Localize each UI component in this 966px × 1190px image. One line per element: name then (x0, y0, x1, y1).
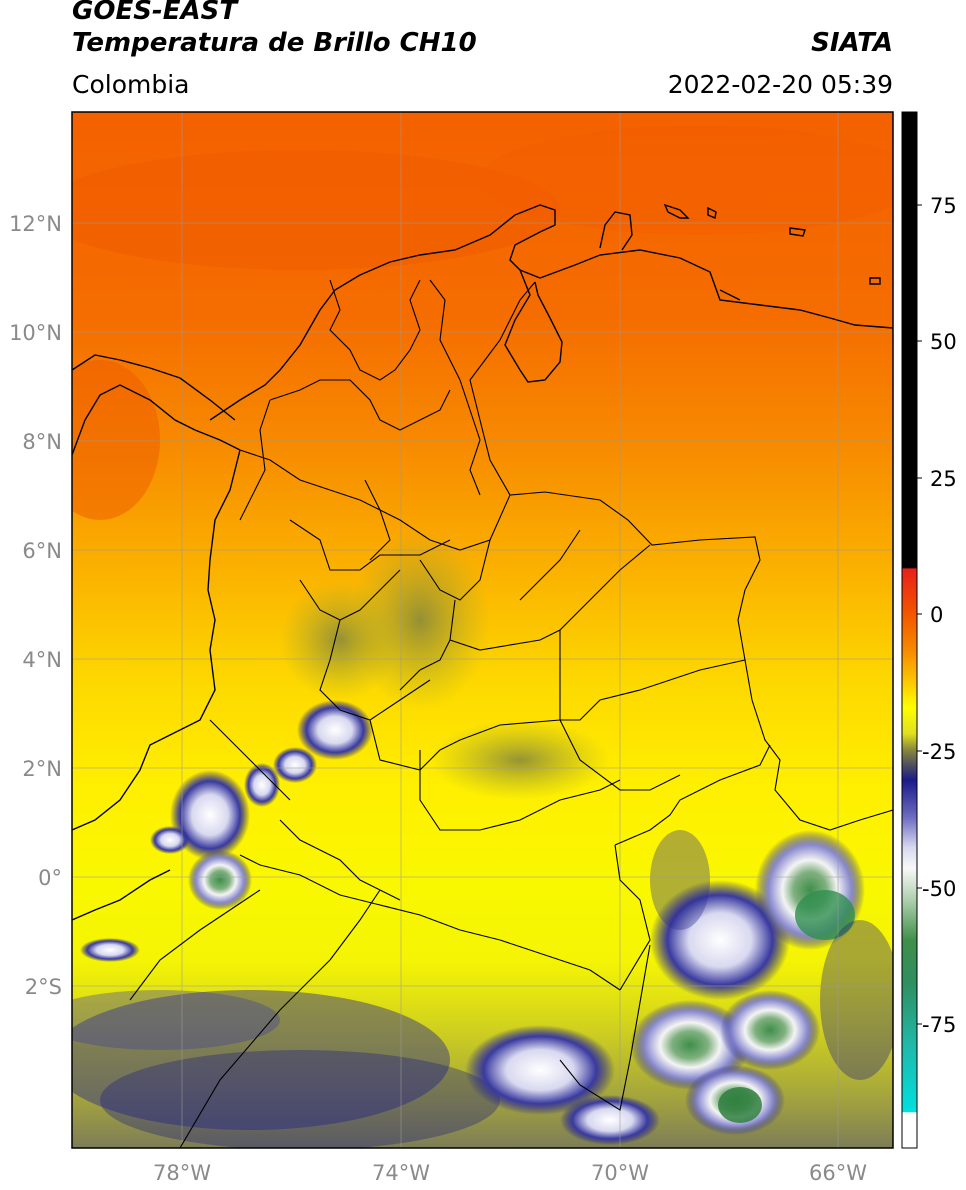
latitude-axis: 12°N 10°N 8°N 6°N 4°N 2°N 0° 2°S (9, 212, 62, 999)
lon-label: 70°W (591, 1161, 649, 1185)
colorbar-ramp (901, 111, 918, 1149)
colorbar-tick: -25 (922, 740, 956, 764)
region-label: Colombia (72, 70, 190, 99)
lat-label: 10°N (9, 321, 62, 345)
lon-label: 74°W (372, 1161, 430, 1185)
lat-label: 2°N (22, 757, 62, 781)
coastlines (72, 203, 893, 921)
lon-label: 66°W (809, 1161, 867, 1185)
colorbar-tick: -50 (922, 877, 956, 901)
colorbar-tick: 75 (930, 194, 957, 218)
lat-label: 8°N (22, 430, 62, 454)
lat-label: 6°N (22, 539, 62, 563)
lat-label: 0° (38, 866, 62, 890)
title-product: Temperatura de Brillo CH10 (72, 28, 477, 58)
colorbar-tick: -75 (922, 1013, 956, 1037)
graticule (72, 112, 893, 1148)
lon-label: 78°W (153, 1161, 211, 1185)
colorbar-tick: 50 (930, 330, 957, 354)
map-frame (71, 111, 894, 1149)
datetime-label: 2022-02-20 05:39 (667, 70, 893, 99)
lat-label: 2°S (25, 975, 62, 999)
lat-label: 4°N (22, 648, 62, 672)
title-satellite: GOES-EAST (72, 0, 238, 26)
colorbar-tick: 25 (930, 467, 957, 491)
borders (129, 279, 893, 1148)
colorbar-tick: 0 (930, 603, 943, 627)
longitude-axis: 78°W 74°W 70°W 66°W (153, 1161, 867, 1185)
lat-label: 12°N (9, 212, 62, 236)
source-label: SIATA (811, 28, 893, 58)
